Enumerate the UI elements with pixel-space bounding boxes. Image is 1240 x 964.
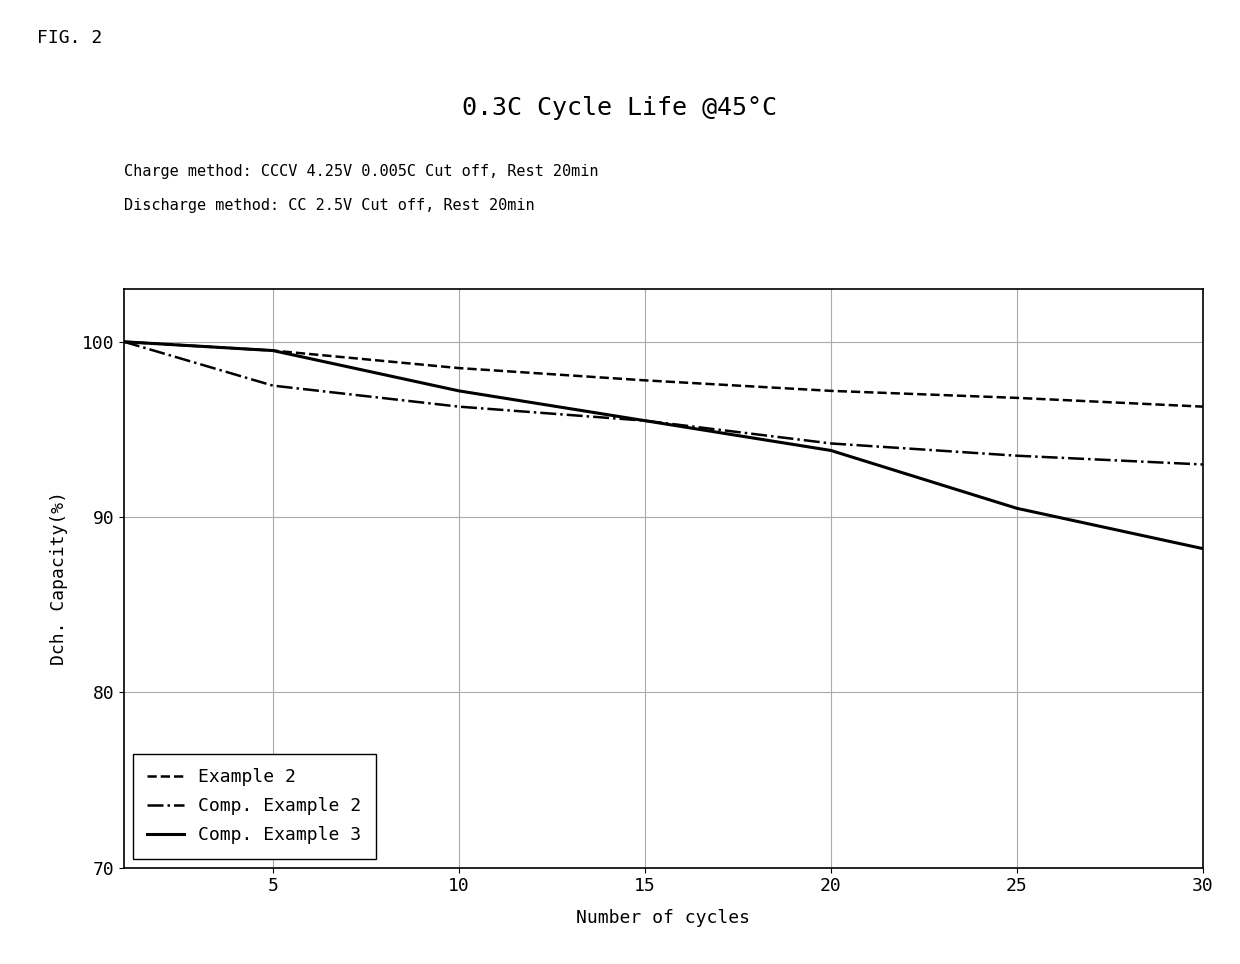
Text: 0.3C Cycle Life @45°C: 0.3C Cycle Life @45°C [463, 96, 777, 120]
Example 2 [1009, 392, 1024, 404]
Example 2 [1195, 401, 1210, 413]
Line: Comp. Example 3: Comp. Example 3 [124, 342, 1203, 549]
Legend: Example 2, Comp. Example 2, Comp. Example 3: Example 2, Comp. Example 2, Comp. Exampl… [133, 754, 376, 859]
Comp. Example 3 [823, 444, 838, 456]
Comp. Example 2 [265, 380, 280, 391]
Example 2 [451, 362, 466, 374]
Comp. Example 2 [1009, 450, 1024, 462]
Example 2 [265, 345, 280, 357]
Comp. Example 3 [637, 415, 652, 426]
Line: Example 2: Example 2 [124, 342, 1203, 407]
Comp. Example 3 [265, 345, 280, 357]
Text: FIG. 2: FIG. 2 [37, 29, 103, 47]
Line: Comp. Example 2: Comp. Example 2 [124, 342, 1203, 465]
Text: Discharge method: CC 2.5V Cut off, Rest 20min: Discharge method: CC 2.5V Cut off, Rest … [124, 198, 534, 213]
Text: Charge method: CCCV 4.25V 0.005C Cut off, Rest 20min: Charge method: CCCV 4.25V 0.005C Cut off… [124, 164, 599, 179]
Example 2 [117, 336, 131, 348]
Comp. Example 3 [1195, 543, 1210, 554]
Comp. Example 3 [117, 336, 131, 348]
Comp. Example 3 [1009, 502, 1024, 514]
Comp. Example 2 [1195, 459, 1210, 470]
Comp. Example 2 [451, 401, 466, 413]
X-axis label: Number of cycles: Number of cycles [577, 909, 750, 927]
Comp. Example 2 [637, 415, 652, 426]
Example 2 [637, 375, 652, 387]
Comp. Example 3 [451, 385, 466, 396]
Example 2 [823, 385, 838, 396]
Y-axis label: Dch. Capacity(%): Dch. Capacity(%) [50, 492, 68, 665]
Comp. Example 2 [823, 438, 838, 449]
Comp. Example 2 [117, 336, 131, 348]
